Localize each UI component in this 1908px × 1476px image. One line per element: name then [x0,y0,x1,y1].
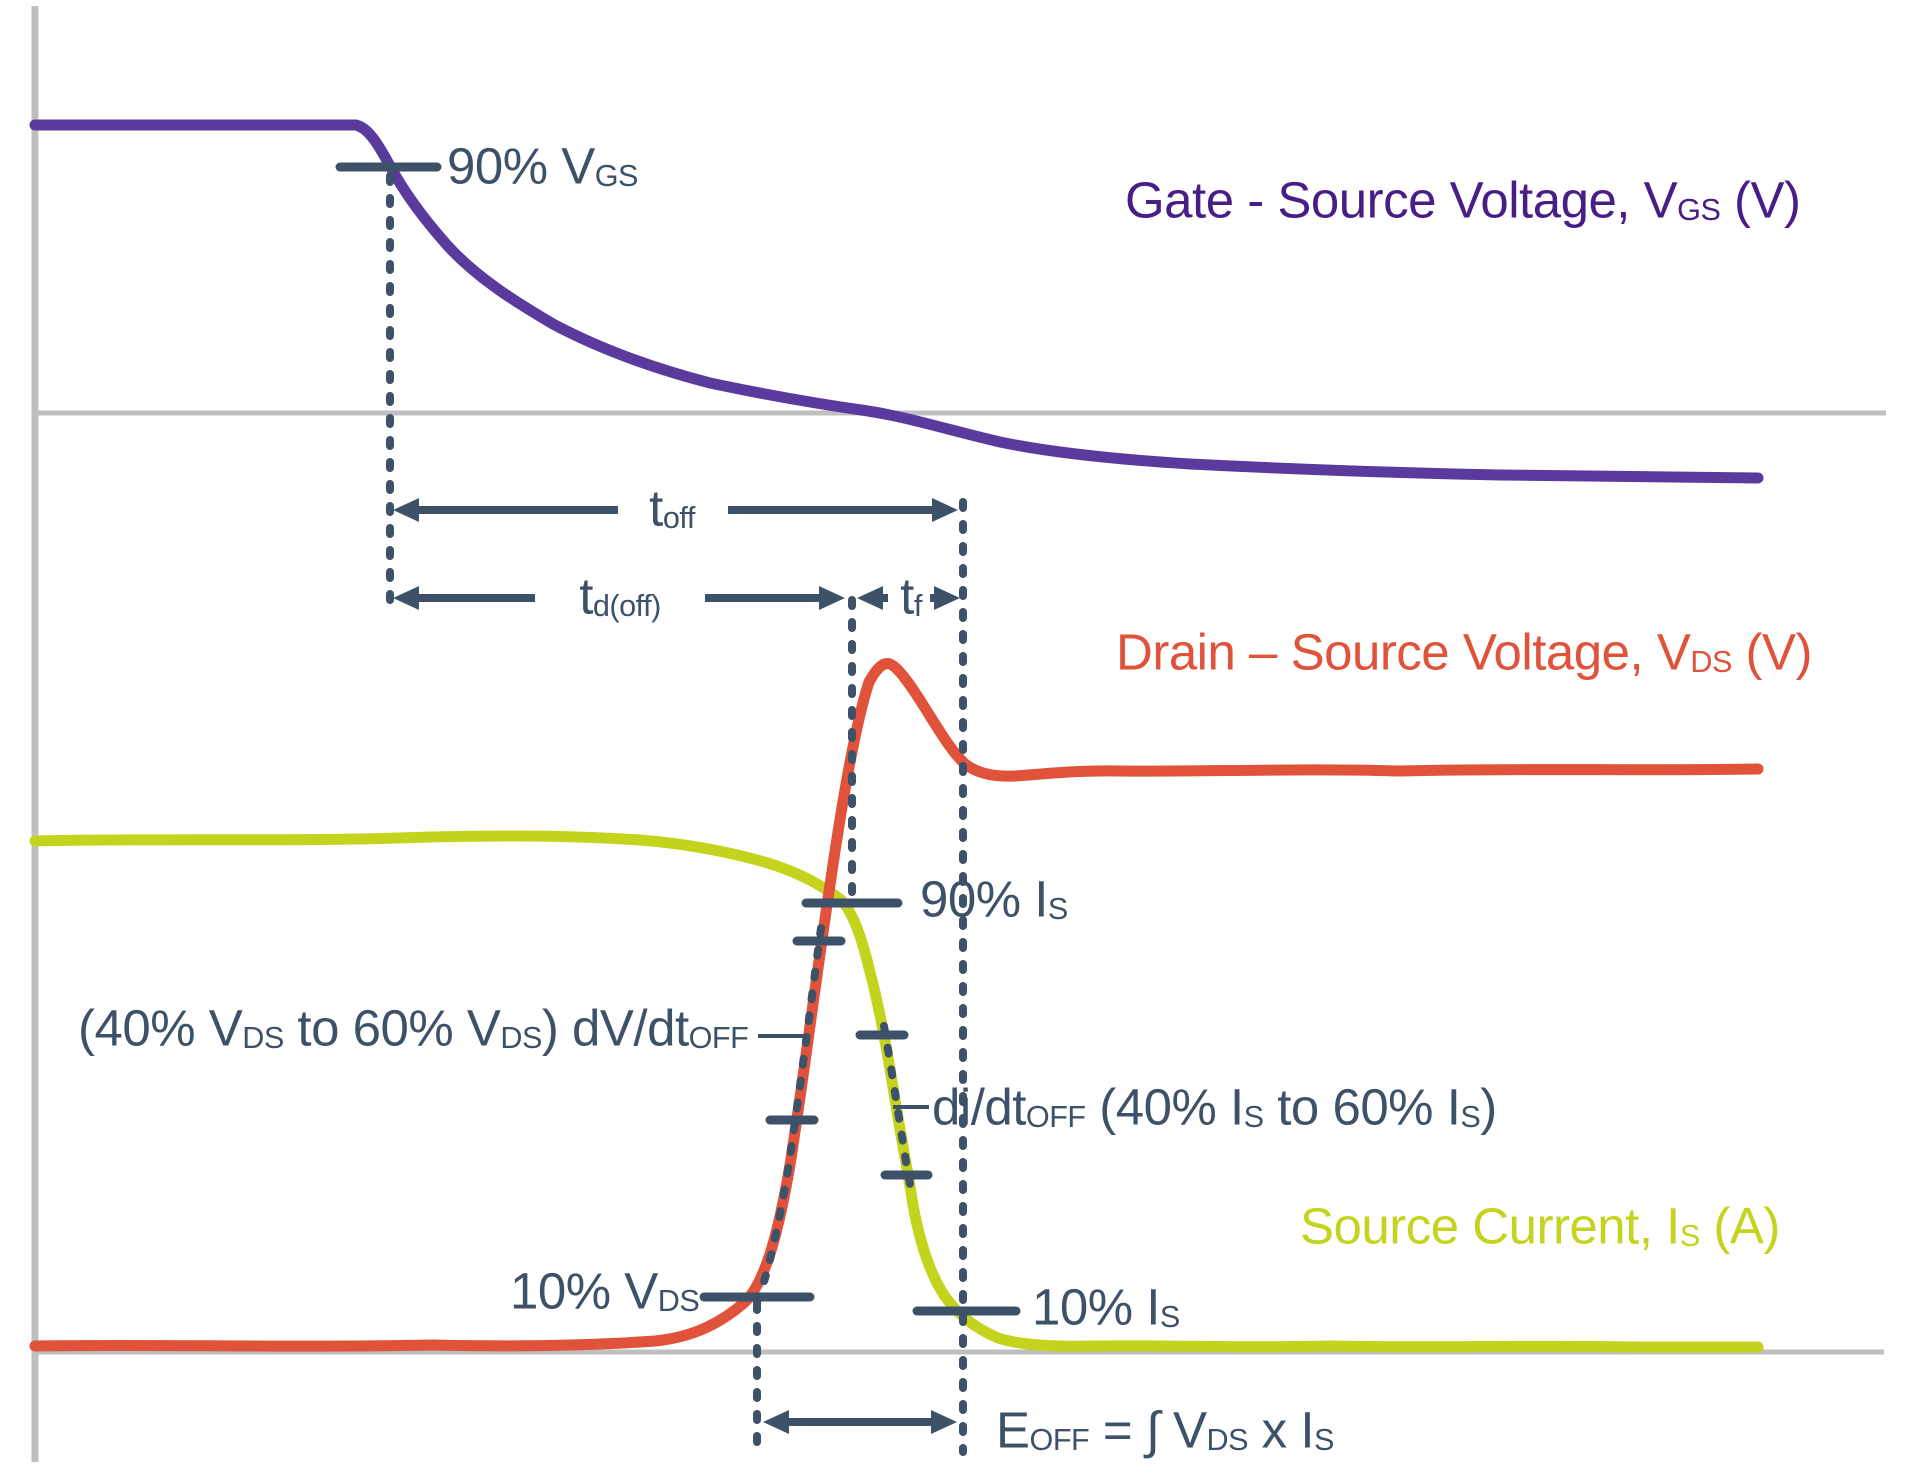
tf-right-arrowhead [934,586,960,610]
pct10-vds-label: 10% VDS [510,1262,700,1320]
drain-source-voltage-label: Drain – Source Voltage, VDS (V) [1116,623,1813,681]
tf-label: tf [900,567,922,625]
toff-left-arrowhead [393,498,419,522]
tdoff-arrow [393,586,845,610]
didt-dotted-segment [880,1022,915,1194]
eoff-span-arrow [763,1410,957,1434]
drain-source-voltage-curve [29,658,1764,1352]
dvdt-off-label: (40% VDS to 60% VDS) dV/dtOFF [78,999,749,1057]
eoff-formula-label: EOFF = ∫ VDS x IS [996,1401,1334,1459]
tdoff-label: td(off) [579,567,661,625]
dvdt-dotted-segment [753,924,825,1306]
tdoff-right-arrowhead [819,586,845,610]
eoff-left-arrowhead [763,1410,789,1434]
pct10-is-label: 10% IS [1032,1278,1180,1336]
eoff-right-arrowhead [931,1410,957,1434]
tf-left-arrowhead [857,586,883,610]
tf-arrow [857,586,960,610]
toff-label: toff [649,479,695,537]
pct90-is-label: 90% IS [920,870,1068,928]
toff-arrow [393,498,958,522]
toff-right-arrowhead [932,498,958,522]
didt-off-label: di/dtOFF (40% IS to 60% IS) [932,1078,1497,1136]
gate-source-voltage-curve [29,119,1764,484]
source-current-label: Source Current, IS (A) [1300,1197,1780,1255]
gate-source-voltage-label: Gate - Source Voltage, VGS (V) [1125,171,1801,229]
pct90-vgs-label: 90% VGS [447,137,638,195]
tdoff-left-arrowhead [393,586,419,610]
